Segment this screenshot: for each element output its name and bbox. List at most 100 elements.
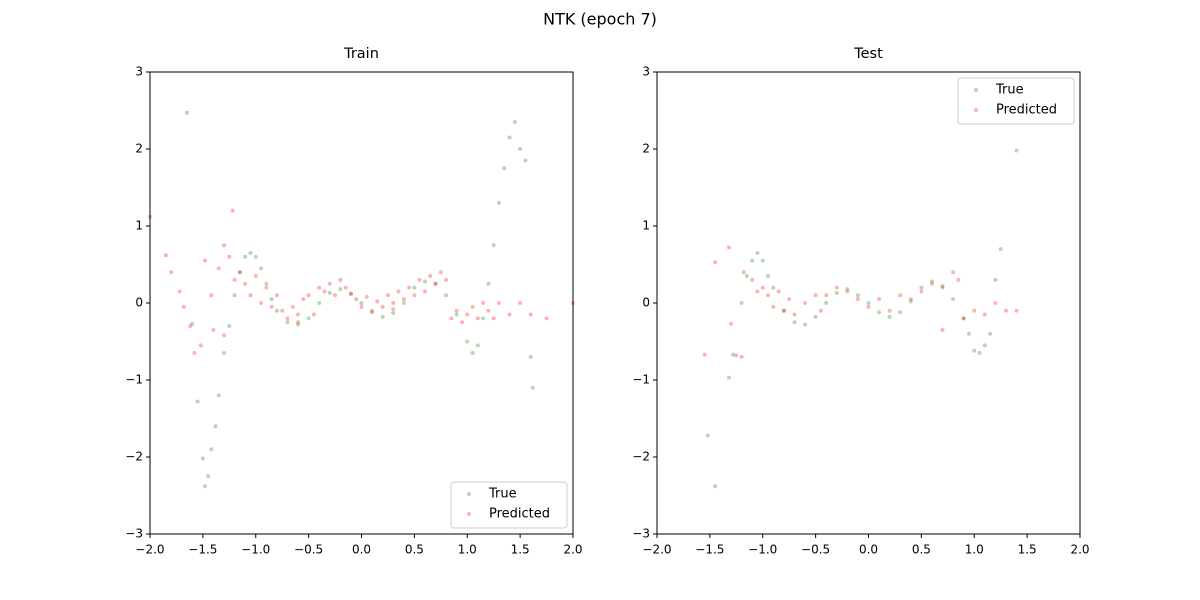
- point: [940, 327, 945, 332]
- point: [343, 285, 348, 290]
- point: [877, 310, 882, 315]
- point: [253, 274, 258, 279]
- point: [544, 316, 549, 321]
- point: [940, 284, 945, 289]
- point: [803, 301, 808, 305]
- point: [454, 312, 459, 317]
- x-tick-label: −1.0: [241, 543, 270, 557]
- point: [285, 316, 290, 321]
- point: [713, 484, 718, 489]
- point: [200, 456, 205, 461]
- point: [961, 316, 966, 321]
- point: [993, 277, 998, 282]
- point: [475, 316, 480, 321]
- point: [209, 293, 214, 298]
- point: [222, 243, 227, 248]
- point: [739, 301, 744, 305]
- point: [729, 321, 734, 326]
- point: [385, 293, 390, 298]
- axes-title: Train: [343, 46, 379, 62]
- legend-marker: [974, 88, 978, 92]
- point: [359, 304, 364, 309]
- point: [348, 291, 353, 296]
- point: [216, 266, 221, 271]
- point: [449, 316, 454, 321]
- point: [518, 301, 523, 305]
- point: [232, 293, 237, 298]
- point: [163, 253, 168, 258]
- axes: Test −2.0 −1.5 −1.0 −0.5 0.0 0.5 1.0 1.5 2.0 −3 −2 −…: [632, 46, 1089, 557]
- point: [412, 285, 417, 290]
- point: [877, 297, 882, 302]
- point: [755, 250, 760, 255]
- point: [433, 281, 438, 286]
- point: [216, 393, 221, 398]
- point: [306, 316, 311, 321]
- legend-marker: [467, 512, 471, 516]
- points: [702, 148, 1019, 489]
- x-tick-label: 1.0: [458, 543, 477, 557]
- point: [296, 322, 301, 327]
- point: [951, 297, 956, 302]
- point: [296, 312, 301, 317]
- point: [781, 308, 786, 313]
- point: [237, 270, 242, 275]
- y-tick-label: 3: [135, 65, 143, 79]
- point: [264, 281, 269, 286]
- y-tick-label: −1: [632, 373, 650, 387]
- x-tick-label: 0.5: [912, 543, 931, 557]
- x-tick-label: −1.5: [695, 543, 724, 557]
- point: [274, 293, 279, 298]
- point: [803, 322, 808, 327]
- point: [375, 299, 380, 304]
- x-tick-label: 0.0: [352, 543, 371, 557]
- x-tick-label: 2.0: [1070, 543, 1089, 557]
- point: [1014, 148, 1019, 153]
- point: [274, 308, 279, 313]
- point: [507, 312, 512, 317]
- point: [834, 285, 839, 290]
- point: [422, 279, 427, 284]
- point: [813, 293, 818, 298]
- point: [264, 285, 269, 290]
- point: [776, 289, 781, 294]
- point: [951, 270, 956, 275]
- point: [988, 331, 993, 336]
- point: [248, 250, 253, 255]
- point: [317, 301, 322, 305]
- point: [370, 310, 375, 315]
- point: [845, 289, 850, 294]
- point: [396, 289, 401, 294]
- legend-marker: [974, 108, 978, 112]
- point: [523, 158, 528, 163]
- y-tick-label: −2: [632, 450, 650, 464]
- point: [322, 289, 327, 294]
- point: [317, 285, 322, 290]
- point: [213, 424, 218, 429]
- point: [929, 281, 934, 286]
- points: [148, 110, 575, 489]
- point: [202, 258, 207, 263]
- point: [465, 312, 470, 317]
- y-tick-label: −3: [632, 527, 650, 541]
- point: [739, 354, 744, 359]
- point: [412, 293, 417, 298]
- point: [206, 474, 211, 479]
- point: [259, 301, 264, 305]
- point: [528, 312, 533, 317]
- point: [866, 304, 871, 309]
- point: [972, 308, 977, 313]
- point: [702, 352, 707, 357]
- point: [734, 353, 739, 358]
- legend-label: Predicted: [489, 507, 550, 522]
- point: [237, 270, 242, 275]
- point: [792, 312, 797, 317]
- x-tick-label: 1.5: [1018, 543, 1037, 557]
- point: [185, 110, 190, 115]
- point: [818, 308, 823, 313]
- y-tick-label: 1: [642, 219, 650, 233]
- point: [422, 289, 427, 294]
- point: [713, 260, 718, 265]
- point: [956, 277, 961, 282]
- point: [359, 301, 364, 305]
